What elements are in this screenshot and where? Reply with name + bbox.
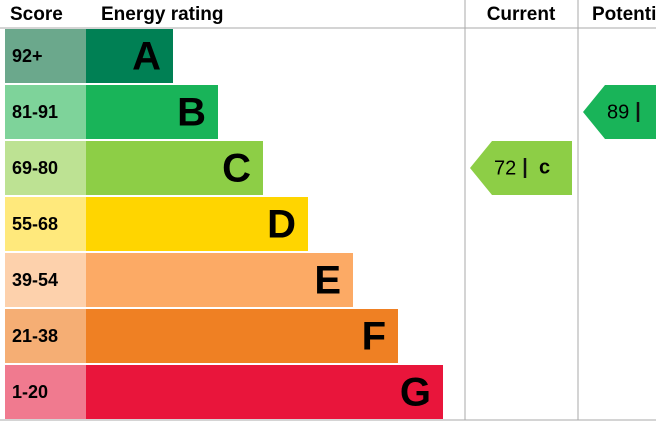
score-label: 92+ [12, 46, 43, 66]
current-arrow [470, 141, 572, 195]
potential-arrow [583, 85, 656, 139]
score-cell [5, 197, 86, 251]
rating-letter: C [222, 147, 251, 191]
score-label: 81-91 [12, 102, 58, 122]
rating-letter: D [267, 203, 296, 247]
potential-value: 89 [607, 101, 629, 123]
score-cell [5, 141, 86, 195]
rating-letter: A [132, 35, 161, 79]
rating-header: Energy rating [101, 4, 223, 25]
rating-bar [86, 141, 263, 195]
rating-letter: G [400, 371, 431, 415]
current-value: 72 [494, 157, 516, 179]
score-cell [5, 365, 86, 419]
potential-header: Potential [592, 4, 656, 25]
rating-letter: B [177, 91, 206, 135]
score-label: 55-68 [12, 214, 58, 234]
score-label: 69-80 [12, 158, 58, 178]
rating-bar [86, 197, 308, 251]
score-cell [5, 85, 86, 139]
score-label: 1-20 [12, 382, 48, 402]
rating-bar [86, 309, 398, 363]
score-cell [5, 253, 86, 307]
rating-letter: E [314, 259, 341, 303]
rating-letter: F [362, 315, 386, 359]
rating-bar [86, 29, 173, 83]
score-header: Score [10, 4, 63, 25]
current-header: Current [487, 4, 556, 25]
score-label: 21-38 [12, 326, 58, 346]
rating-bar [86, 253, 353, 307]
current-letter: c [539, 156, 550, 178]
score-cell [5, 309, 86, 363]
score-label: 39-54 [12, 270, 58, 290]
score-cell [5, 29, 86, 83]
rating-bar [86, 85, 218, 139]
rating-bar [86, 365, 443, 419]
